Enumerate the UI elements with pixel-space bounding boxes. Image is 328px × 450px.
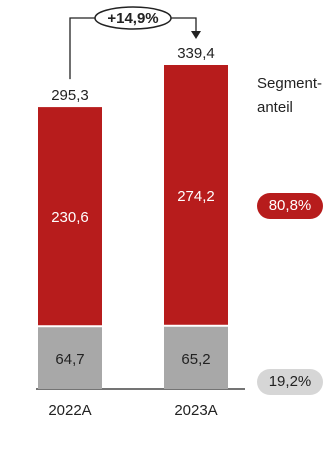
growth-label: +14,9% [107,10,158,27]
growth-arrow-head [191,31,201,39]
bar-segment-2023A-0 [164,326,228,389]
bar-value-label: 230,6 [51,209,89,226]
segment-share-grey-badge: 19,2% [257,369,323,395]
legend-title: Segment- anteil [257,72,327,120]
bar-total-label: 339,4 [177,45,215,62]
growth-badge [94,6,172,30]
legend-title-line2: anteil [257,99,293,116]
bar-value-label: 65,2 [181,351,210,368]
bar-total-label: 295,3 [51,87,89,104]
bar-segment-2022A-1 [38,107,102,326]
bar-segment-2023A-1 [164,65,228,325]
x-tick-label: 2023A [174,402,217,419]
bar-segment-2022A-0 [38,327,102,389]
bar-value-label: 274,2 [177,188,215,205]
x-tick-label: 2022A [48,402,91,419]
segment-share-red-badge: 80,8% [257,193,323,219]
legend-title-line1: Segment- [257,75,323,92]
bar-value-label: 64,7 [55,351,84,368]
